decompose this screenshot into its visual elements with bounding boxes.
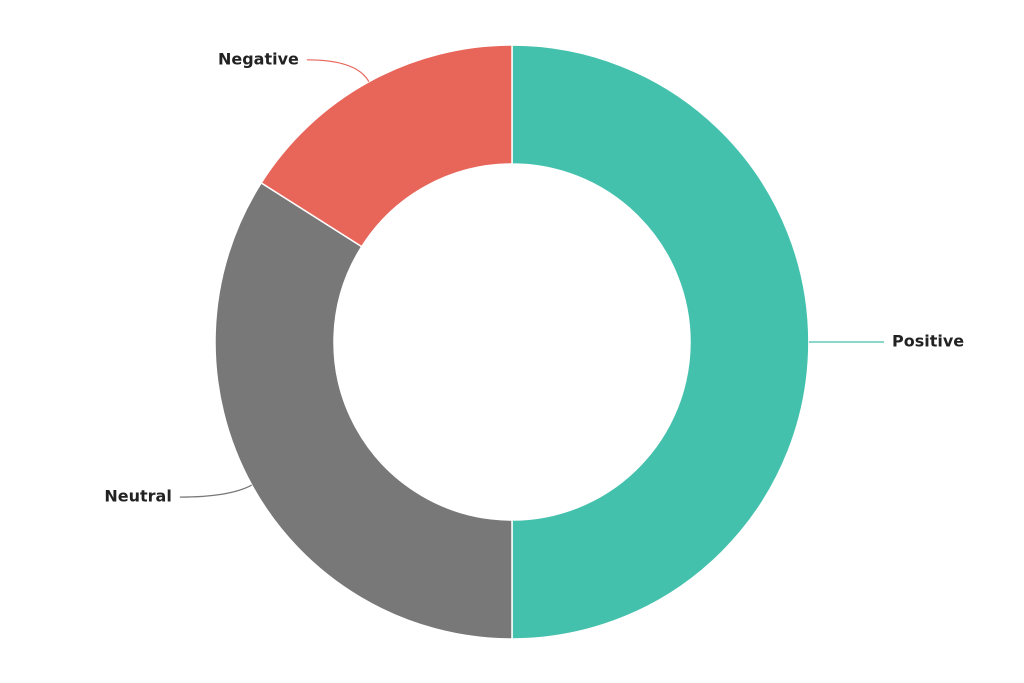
slice-label: Neutral: [104, 487, 171, 506]
slice-label: Negative: [218, 49, 299, 68]
donut-slice: [260, 44, 513, 248]
donut-slice: [214, 181, 513, 640]
slice-label: Positive: [892, 332, 964, 351]
leader-line: [306, 59, 370, 83]
donut-slice: [511, 44, 810, 640]
leader-line: [179, 484, 253, 498]
